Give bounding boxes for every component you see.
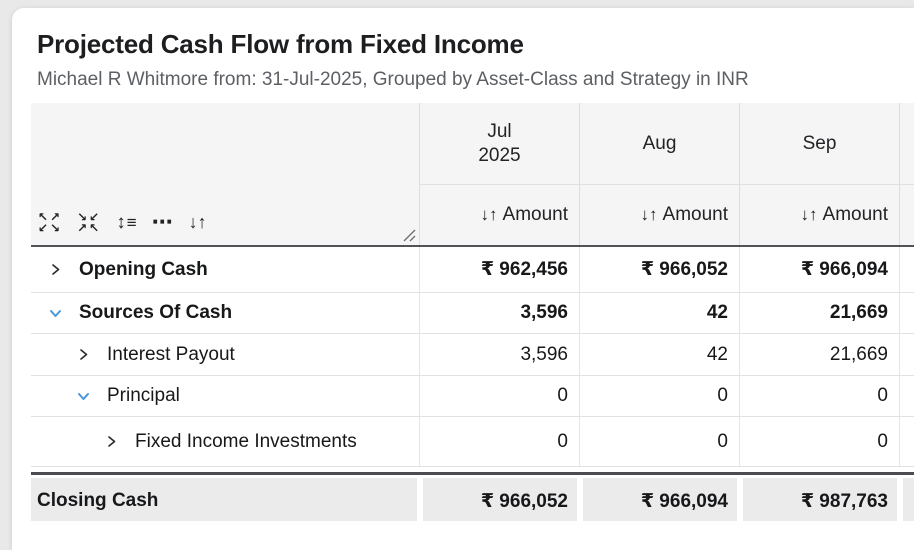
value-cell: 0 <box>580 417 740 466</box>
expand-row-icon[interactable] <box>103 434 119 449</box>
month-column-header: Sep ↓↑ Amount <box>740 103 900 245</box>
page-title: Projected Cash Flow from Fixed Income <box>37 29 524 59</box>
value-cell: 42 <box>580 334 740 375</box>
report-card: Projected Cash Flow from Fixed Income Mi… <box>12 8 914 550</box>
month-label-line: 2025 <box>478 144 521 166</box>
amount-sort-icon[interactable]: ↓↑ <box>480 205 498 224</box>
value-cell: ₹ 966,052 <box>580 247 740 292</box>
amount-header-cell <box>900 185 914 245</box>
expand-all-glyph-top: ↖↗ <box>38 209 63 224</box>
collapse-all-glyph-top: ↘↙ <box>77 209 102 224</box>
amount-header-cell[interactable]: ↓↑ Amount <box>740 185 899 245</box>
footer-label-cell: Closing Cash <box>31 478 417 521</box>
expand-all-icon[interactable]: ↖↗ ↙↘ <box>38 209 63 235</box>
table-toolbar: ↖↗ ↙↘ ↘↙ ↗↖ ↕ ≡ ⋯ ↓↑ <box>38 210 207 235</box>
value-cell: 0 <box>740 417 900 466</box>
amount-sort-icon[interactable]: ↓↑ <box>640 205 658 224</box>
month-header-cell[interactable]: Sep <box>740 103 899 185</box>
amount-header-label: Amount <box>822 204 888 225</box>
row-label: Sources Of Cash <box>79 302 233 323</box>
table-row: Sources Of Cash 3,596 42 21,669 <box>31 293 914 334</box>
amount-header-label: Amount <box>502 204 568 225</box>
table-row: Fixed Income Investments 0 0 0 <box>31 417 914 467</box>
more-options-icon[interactable]: ⋯ <box>151 211 174 234</box>
column-resize-handle[interactable] <box>401 227 416 242</box>
value-cell: 0 <box>420 376 580 416</box>
value-cell: 42 <box>580 293 740 333</box>
table-row: Opening Cash ₹ 962,456 ₹ 966,052 ₹ 966,094 <box>31 247 914 293</box>
expand-row-icon[interactable] <box>47 262 63 277</box>
cashflow-table: ↖↗ ↙↘ ↘↙ ↗↖ ↕ ≡ ⋯ ↓↑ Jul 2025 ↓↑ Amount Aug ↓↑ Am… <box>31 103 914 521</box>
table-body: Opening Cash ₹ 962,456 ₹ 966,052 ₹ 966,094 S… <box>31 247 914 467</box>
row-height-lines: ≡ <box>126 212 137 232</box>
value-cell: 0 <box>420 417 580 466</box>
month-header-cell[interactable]: Aug <box>580 103 739 185</box>
value-cell: 3,596 <box>420 293 580 333</box>
month-column-header: Jul 2025 ↓↑ Amount <box>420 103 580 245</box>
value-cell: ₹ 962,456 <box>420 247 580 292</box>
row-label-cell: Sources Of Cash <box>31 293 420 333</box>
collapse-row-icon[interactable] <box>75 389 91 404</box>
collapse-all-icon[interactable]: ↘↙ ↗↖ <box>77 209 102 235</box>
row-label: Interest Payout <box>107 343 235 365</box>
row-label: Fixed Income Investments <box>135 430 357 452</box>
value-cell-cutoff <box>900 417 914 466</box>
row-label: Principal <box>107 385 180 406</box>
row-label-cell: Principal <box>31 376 420 416</box>
month-label-line: Aug <box>642 132 677 154</box>
row-label: Opening Cash <box>79 258 208 280</box>
month-header-cell[interactable]: Jul 2025 <box>420 103 579 185</box>
month-label-line: Jul <box>487 120 512 142</box>
table-row: Interest Payout 3,596 42 21,669 <box>31 334 914 376</box>
amount-header-cell[interactable]: ↓↑ Amount <box>580 185 739 245</box>
amount-header-cell[interactable]: ↓↑ Amount <box>420 185 579 245</box>
row-label-cell: Fixed Income Investments <box>31 417 420 466</box>
value-cell-cutoff <box>900 293 914 333</box>
sort-icon[interactable]: ↓↑ <box>188 212 207 232</box>
collapse-row-icon[interactable] <box>47 306 63 321</box>
footer-value-cell: ₹ 987,763 <box>743 478 897 521</box>
value-cell: 21,669 <box>740 293 900 333</box>
month-column-header: Aug ↓↑ Amount <box>580 103 740 245</box>
table-row: Principal 0 0 0 <box>31 376 914 417</box>
footer-label: Closing Cash <box>37 490 159 511</box>
footer-value-cell: ₹ 966,094 <box>583 478 737 521</box>
row-label-cell: Opening Cash <box>31 247 420 292</box>
amount-header-label: Amount <box>662 204 728 225</box>
value-cell-cutoff <box>900 376 914 416</box>
table-footer-gap <box>31 467 914 472</box>
footer-value-cell-cutoff <box>903 478 914 521</box>
amount-sort-icon[interactable]: ↓↑ <box>800 205 818 224</box>
month-column-header-cutoff <box>900 103 914 245</box>
collapse-all-glyph-bottom: ↗↖ <box>77 220 102 235</box>
value-cell: 21,669 <box>740 334 900 375</box>
row-height-arrow: ↕ <box>116 211 126 233</box>
month-label-line: Sep <box>802 132 837 154</box>
footer-value-cell: ₹ 966,052 <box>423 478 577 521</box>
page-subtitle: Michael R Whitmore from: 31-Jul-2025, Gr… <box>37 69 749 90</box>
expand-row-icon[interactable] <box>75 347 91 362</box>
table-footer-row: Closing Cash ₹ 966,052 ₹ 966,094 ₹ 987,763 <box>31 472 914 521</box>
expand-all-glyph-bottom: ↙↘ <box>38 220 63 235</box>
value-cell: 0 <box>740 376 900 416</box>
table-header: ↖↗ ↙↘ ↘↙ ↗↖ ↕ ≡ ⋯ ↓↑ Jul 2025 ↓↑ Amount Aug ↓↑ Am… <box>31 103 914 247</box>
value-cell: 3,596 <box>420 334 580 375</box>
month-header-cell <box>900 103 914 185</box>
value-cell-cutoff <box>900 334 914 375</box>
value-cell: ₹ 966,094 <box>740 247 900 292</box>
row-label-cell: Interest Payout <box>31 334 420 375</box>
corner-header-cell: ↖↗ ↙↘ ↘↙ ↗↖ ↕ ≡ ⋯ ↓↑ <box>31 103 420 245</box>
value-cell-cutoff <box>900 247 914 292</box>
row-height-icon[interactable]: ↕ ≡ <box>116 212 136 234</box>
value-cell: 0 <box>580 376 740 416</box>
